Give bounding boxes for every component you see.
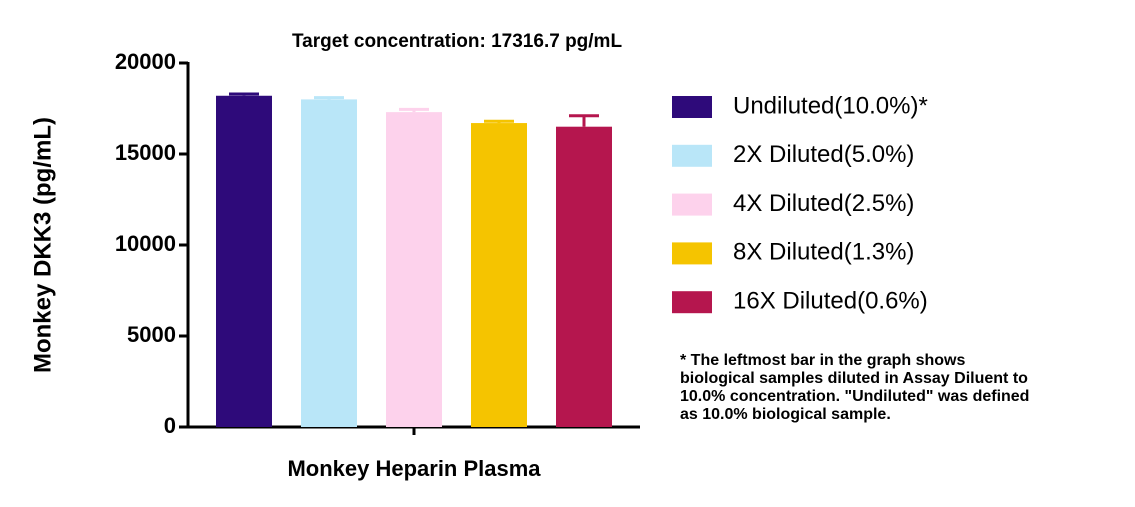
legend-label: 4X Diluted(2.5%) (733, 190, 914, 217)
legend-label: Undiluted(10.0%)* (733, 92, 928, 119)
chart-title: Target concentration: 17316.7 pg/mL (292, 31, 623, 52)
y-tick-label: 10000 (115, 231, 176, 256)
x-tick-label: Monkey Heparin Plasma (287, 456, 541, 481)
annotation: biological samples diluted in Assay Dilu… (680, 370, 1028, 387)
annotation: as 10.0% biological sample. (680, 406, 891, 423)
error-bar (569, 114, 599, 127)
bar (216, 95, 272, 427)
legend-swatch (672, 242, 712, 265)
bar (471, 123, 527, 427)
legend-label: 16X Diluted(0.6%) (733, 288, 928, 315)
y-tick-label: 0 (164, 413, 176, 438)
bar (386, 112, 442, 427)
legend-swatch (672, 193, 712, 216)
y-tick-label: 15000 (115, 140, 176, 165)
legend-label: 2X Diluted(5.0%) (733, 141, 914, 168)
legend-swatch (672, 291, 712, 314)
y-axis-title: Monkey DKK3 (pg/mL) (29, 117, 56, 373)
legend-swatch (672, 144, 712, 167)
error-bar (399, 107, 429, 113)
error-bar (484, 119, 514, 124)
bar (301, 99, 357, 428)
y-tick-label: 5000 (127, 322, 176, 347)
annotation: 10.0% concentration. "Undiluted" was def… (680, 388, 1029, 405)
error-bar (229, 92, 259, 96)
bar (556, 126, 612, 427)
error-bar (314, 96, 344, 100)
y-tick-label: 20000 (115, 49, 176, 74)
annotation: * The leftmost bar in the graph shows (680, 352, 965, 369)
legend-label: 8X Diluted(1.3%) (733, 239, 914, 266)
legend-swatch (672, 96, 712, 118)
